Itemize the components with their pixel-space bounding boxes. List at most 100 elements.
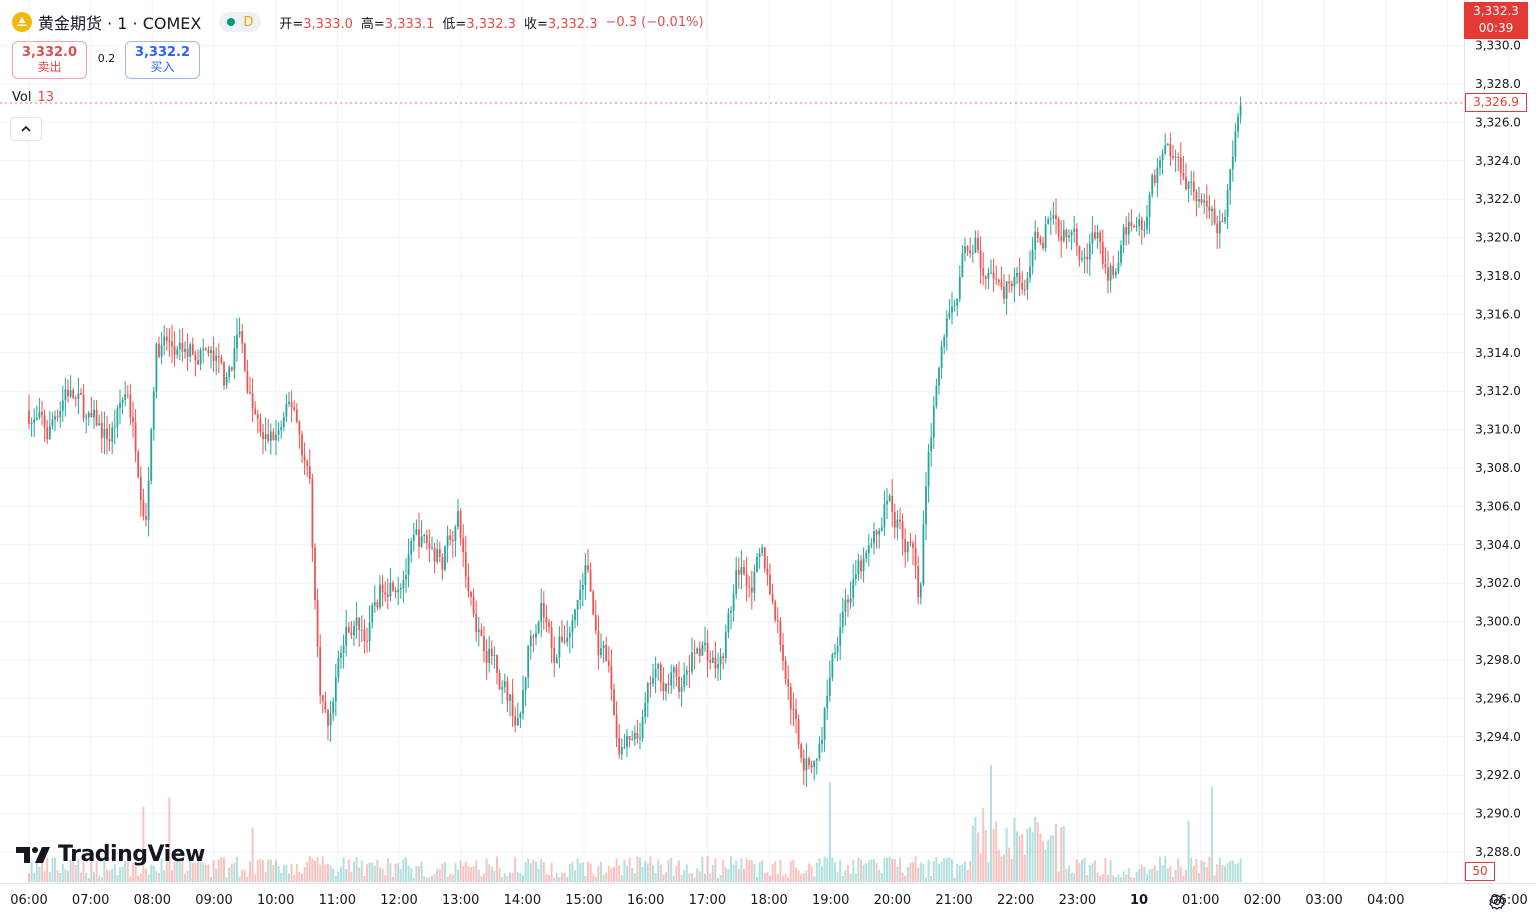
volume-bar bbox=[90, 858, 93, 882]
candle-body bbox=[178, 342, 181, 350]
candle-body bbox=[1198, 199, 1200, 202]
candle-body bbox=[212, 350, 215, 361]
time-axis[interactable]: 06:00 07:00 08:00 09:00 10:00 11:00 12:00 13:00… bbox=[10, 893, 1528, 908]
volume-bar bbox=[225, 877, 228, 882]
volume-bar bbox=[774, 861, 777, 882]
candle-body bbox=[1151, 175, 1154, 195]
volume-bar bbox=[602, 874, 605, 882]
candle-body bbox=[888, 495, 891, 501]
volume-bar bbox=[566, 877, 569, 882]
candle-body bbox=[243, 343, 246, 371]
candle-body bbox=[997, 279, 1000, 283]
candle-body bbox=[483, 636, 485, 652]
volume-bar bbox=[514, 856, 517, 882]
candle-body bbox=[971, 252, 974, 254]
tradingview-logo[interactable]: TradingView bbox=[16, 842, 205, 867]
chart-settings-button[interactable] bbox=[1486, 891, 1508, 913]
volume-bar bbox=[1234, 864, 1237, 882]
volume-bar bbox=[145, 868, 147, 882]
candle-body bbox=[1200, 199, 1203, 203]
candle-body bbox=[269, 431, 272, 441]
volume-bar bbox=[1185, 869, 1187, 882]
volume-bar bbox=[462, 866, 465, 882]
volume-bar bbox=[246, 876, 249, 882]
volume-bar bbox=[649, 856, 652, 882]
volume-bar bbox=[262, 859, 264, 882]
candle-body bbox=[542, 602, 545, 618]
candle-body bbox=[459, 510, 462, 539]
candle-body bbox=[397, 589, 400, 593]
volume-bar bbox=[1062, 826, 1065, 882]
candle-body bbox=[256, 414, 259, 419]
candle-body bbox=[314, 547, 316, 601]
volume-bar bbox=[509, 872, 511, 882]
candle-body bbox=[1073, 228, 1076, 232]
volume-value: 13 bbox=[37, 90, 54, 105]
volume-bar bbox=[1010, 858, 1013, 882]
candle-body bbox=[215, 355, 218, 361]
candle-body bbox=[501, 687, 504, 690]
candle-body bbox=[771, 593, 774, 602]
y-tick-label: 3,314.0 bbox=[1475, 346, 1521, 360]
volume-bar bbox=[821, 866, 823, 882]
candle-body bbox=[563, 641, 566, 643]
candle-body bbox=[810, 765, 813, 768]
x-tick-label: 08:00 bbox=[134, 893, 171, 908]
volume-bar bbox=[997, 849, 1000, 882]
volume-bar bbox=[358, 867, 361, 882]
volume-bar bbox=[441, 863, 444, 882]
volume-bar bbox=[264, 871, 267, 882]
volume-bar bbox=[815, 862, 818, 882]
buy-button[interactable]: 3,332.2 买入 bbox=[125, 41, 200, 79]
volume-bar bbox=[477, 869, 480, 882]
candle-body bbox=[272, 431, 275, 441]
candle-body bbox=[95, 409, 98, 426]
volume-label: Vol bbox=[12, 90, 32, 105]
volume-bar bbox=[1143, 866, 1146, 882]
volume-bar bbox=[1127, 868, 1130, 882]
volume-bar bbox=[1166, 868, 1169, 882]
volume-bar bbox=[613, 867, 615, 882]
candle-body bbox=[506, 681, 509, 701]
symbol-title[interactable]: 黄金期货 · 1 · COMEX bbox=[38, 14, 202, 33]
volume-bar bbox=[1091, 863, 1094, 882]
volume-bar bbox=[935, 856, 938, 882]
price-axis[interactable]: 3,288.0 3,290.0 3,292.0 3,294.0 3,296.0 3,298… bbox=[1475, 39, 1521, 859]
volume-bar bbox=[233, 862, 236, 882]
candle-body bbox=[90, 412, 93, 418]
candle-body bbox=[808, 758, 810, 766]
volume-bar bbox=[542, 862, 545, 882]
sell-button[interactable]: 3,332.0 卖出 bbox=[12, 41, 87, 79]
candle-body bbox=[1229, 169, 1232, 191]
volume-bar bbox=[862, 864, 865, 882]
collapse-legend-button[interactable] bbox=[10, 117, 42, 141]
volume-bar bbox=[436, 868, 439, 882]
volume-bar bbox=[698, 871, 701, 882]
candle-body bbox=[1018, 273, 1021, 283]
candle-body bbox=[1237, 116, 1239, 132]
candle-body bbox=[899, 519, 901, 522]
volume-bar bbox=[210, 876, 212, 882]
volume-bar bbox=[41, 857, 43, 882]
volume-bar bbox=[1026, 828, 1029, 882]
volume-bar bbox=[168, 797, 171, 882]
candle-body bbox=[516, 717, 519, 726]
volume-bar bbox=[142, 806, 145, 882]
volume-bar bbox=[407, 865, 410, 882]
y-tick-label: 3,306.0 bbox=[1475, 499, 1521, 513]
candle-body bbox=[927, 451, 930, 487]
volume-bar bbox=[836, 871, 839, 882]
candle-body bbox=[1224, 217, 1226, 222]
volume-bar bbox=[420, 861, 423, 882]
x-tick-label: 11:00 bbox=[319, 893, 356, 908]
gold-coin-icon bbox=[12, 12, 32, 32]
volume-bar bbox=[834, 862, 836, 882]
candle-body bbox=[158, 343, 160, 357]
candle-body bbox=[680, 686, 683, 692]
volume-bar bbox=[532, 859, 535, 882]
candle-body bbox=[389, 582, 392, 597]
candle-body bbox=[943, 336, 946, 347]
market-status-badge[interactable]: D bbox=[219, 12, 262, 32]
candle-body bbox=[740, 567, 743, 575]
